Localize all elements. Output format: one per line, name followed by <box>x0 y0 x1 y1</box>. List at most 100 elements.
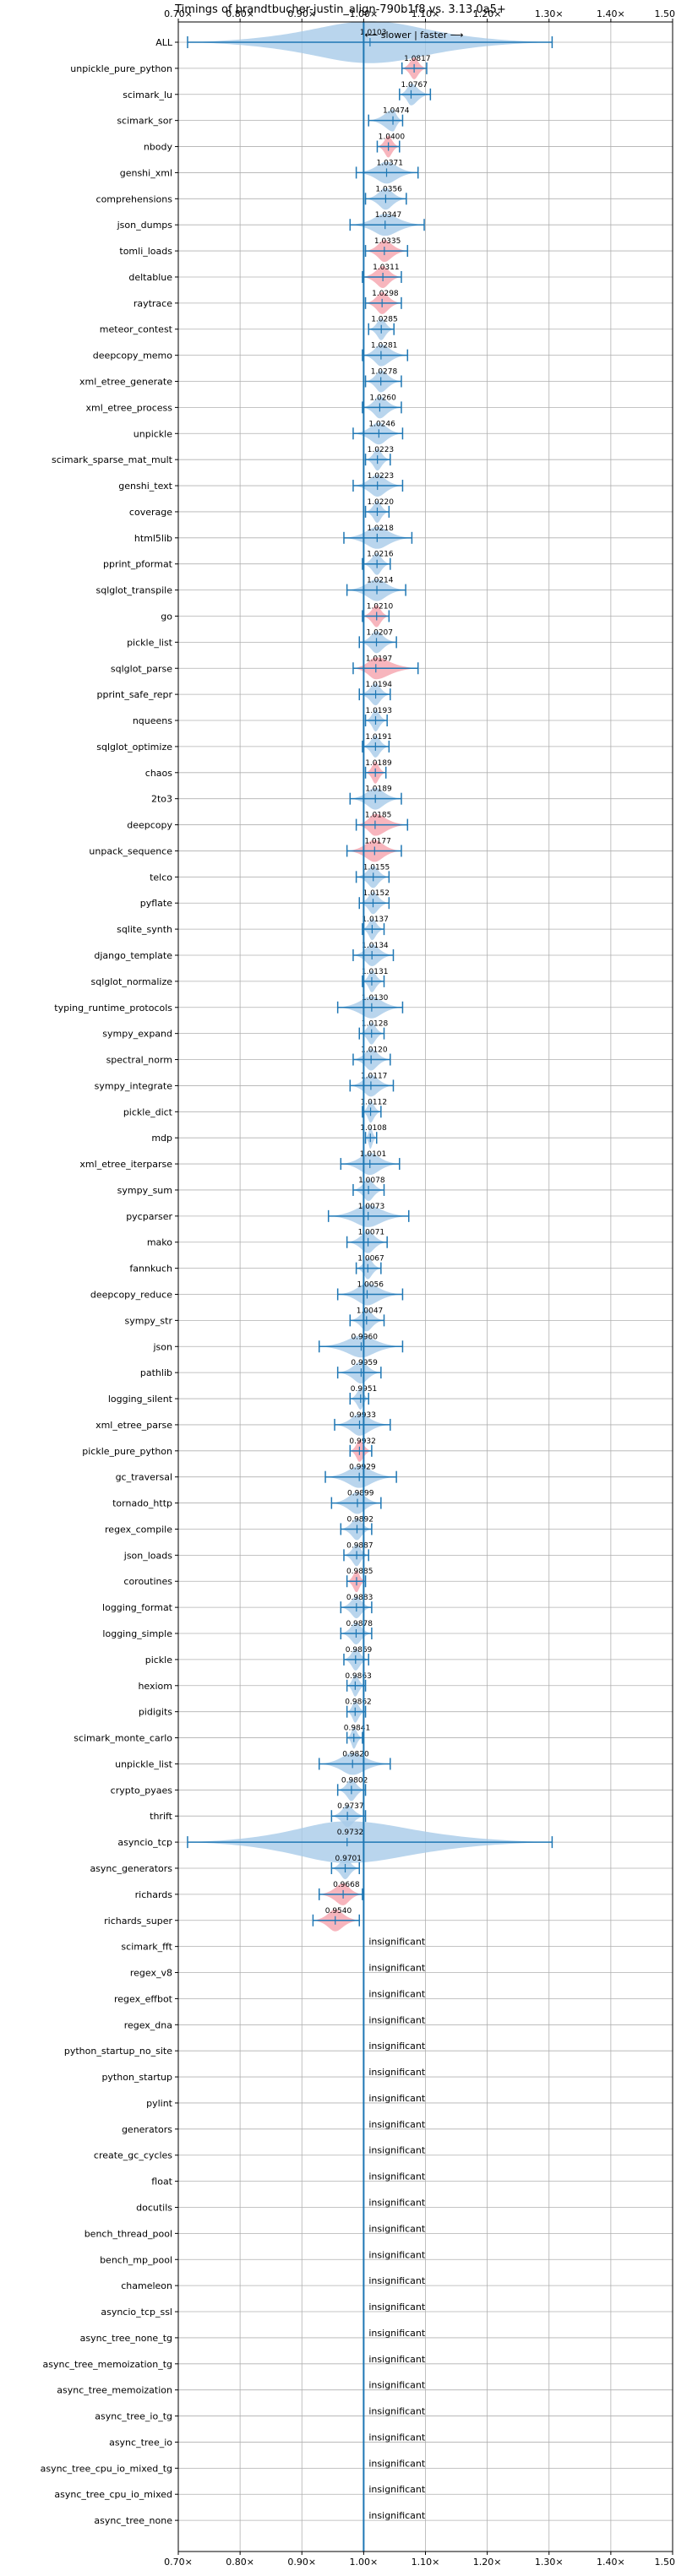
benchmark-label: sqlglot_normalize <box>91 976 173 987</box>
x-tick-label-bottom: 1.20× <box>473 2557 502 2568</box>
value-label: 1.0214 <box>367 577 394 585</box>
value-label: 1.0103 <box>360 29 387 37</box>
benchmark-label: sqlglot_parse <box>111 663 172 674</box>
benchmark-label: nbody <box>144 142 173 153</box>
benchmark-label: async_tree_none <box>94 2515 172 2526</box>
insignificant-label: insignificant <box>368 2380 426 2391</box>
value-label: 0.9932 <box>349 1437 376 1446</box>
benchmark-label: json_loads <box>123 1550 172 1561</box>
benchmark-label: pickle_dict <box>123 1106 173 1117</box>
insignificant-label: insignificant <box>368 2145 426 2156</box>
value-label: 1.0335 <box>374 237 401 246</box>
value-label: 1.0155 <box>363 863 390 872</box>
value-label: 1.0194 <box>366 681 393 689</box>
value-label: 1.0260 <box>369 394 396 402</box>
x-tick-label-bottom: 0.80× <box>226 2557 254 2568</box>
x-tick-label-bottom: 1.50×+ <box>655 2557 676 2568</box>
value-label: 1.0278 <box>371 368 398 377</box>
benchmark-label: spectral_norm <box>106 1055 172 1066</box>
insignificant-label: insignificant <box>368 1937 426 1948</box>
value-label: 1.0131 <box>362 968 389 976</box>
value-label: 1.0207 <box>367 628 394 637</box>
insignificant-label: insignificant <box>368 2197 426 2208</box>
benchmark-label: sqlite_synth <box>117 924 172 935</box>
benchmark-label: scimark_monte_carlo <box>74 1733 172 1744</box>
benchmark-label: pathlib <box>140 1367 172 1378</box>
value-label: 1.0817 <box>404 55 431 63</box>
value-label: 1.0067 <box>357 1255 384 1264</box>
benchmark-label: bench_thread_pool <box>84 2228 172 2239</box>
insignificant-label: insignificant <box>368 1963 426 1974</box>
x-tick-label-bottom: 1.30× <box>535 2557 564 2568</box>
benchmark-label: mako <box>147 1237 172 1248</box>
chart-title: Timings of brandtbucher-justin_align-790… <box>174 3 506 16</box>
insignificant-label: insignificant <box>368 2302 426 2312</box>
value-label: 1.0152 <box>363 889 390 898</box>
benchmark-label: async_tree_cpu_io_mixed <box>54 2489 172 2500</box>
x-tick-label-top: 1.40× <box>597 8 625 19</box>
insignificant-label: insignificant <box>368 2432 426 2443</box>
benchmark-label: python_startup <box>101 2072 172 2083</box>
value-label: 0.9668 <box>333 1881 360 1889</box>
value-label: 1.0078 <box>358 1177 385 1185</box>
benchmark-label: chameleon <box>121 2280 172 2291</box>
value-label: 1.0101 <box>360 1150 387 1159</box>
value-label: 1.0185 <box>365 812 392 820</box>
value-label: 1.0108 <box>360 1124 387 1133</box>
benchmark-label: deepcopy_reduce <box>90 1290 172 1301</box>
value-label: 0.9862 <box>345 1698 372 1707</box>
value-label: 1.0356 <box>375 185 402 193</box>
value-label: 0.9892 <box>346 1515 373 1524</box>
value-label: 0.9885 <box>346 1568 373 1576</box>
benchmark-label: fannkuch <box>129 1264 172 1274</box>
insignificant-label: insignificant <box>368 2041 426 2052</box>
value-label: 0.9820 <box>342 1750 369 1758</box>
value-label: 0.9863 <box>345 1672 372 1681</box>
insignificant-label: insignificant <box>368 2406 426 2417</box>
benchmark-label: telco <box>150 872 172 883</box>
benchmark-label: mdp <box>151 1133 172 1144</box>
benchmark-label: unpickle_list <box>115 1758 173 1769</box>
benchmark-label: async_generators <box>90 1863 172 1874</box>
value-label: 1.0218 <box>367 524 394 533</box>
x-tick-label-bottom: 1.40× <box>597 2557 625 2568</box>
x-tick-label-top: 1.10× <box>412 8 440 19</box>
value-label: 1.0216 <box>367 551 394 559</box>
value-label: 1.0189 <box>365 759 392 768</box>
insignificant-label: insignificant <box>368 2119 426 2130</box>
benchmark-label: go <box>161 611 172 622</box>
benchmark-label: pidigits <box>139 1707 172 1718</box>
benchmark-label: deepcopy_memo <box>93 351 172 361</box>
value-label: 1.0311 <box>373 264 400 272</box>
benchmark-label: async_tree_none_tg <box>80 2333 172 2344</box>
benchmark-label: scimark_sor <box>117 116 172 127</box>
violins: 1.0103 1.0817 1.0767 1.0474 1.0400 1.0371 1.03… <box>187 21 553 2552</box>
x-tick-label-bottom: 0.70× <box>164 2557 193 2568</box>
benchmark-label: asyncio_tcp <box>117 1837 172 1848</box>
y-axis: ALL unpickle_pure_python scimark_luscimark… <box>41 37 426 2526</box>
benchmark-label: json <box>153 1341 173 1352</box>
benchmark-label: generators <box>122 2124 172 2135</box>
x-tick-label-top: 0.80× <box>226 8 254 19</box>
insignificant-label: insignificant <box>368 2328 426 2339</box>
insignificant-label: insignificant <box>368 2458 426 2469</box>
benchmark-label: pprint_safe_repr <box>97 689 173 700</box>
x-tick-label-top: 1.20× <box>473 8 502 19</box>
benchmark-label: scimark_sparse_mat_mult <box>52 454 173 465</box>
benchmark-label: create_gc_cycles <box>94 2150 172 2161</box>
value-label: 1.0197 <box>366 655 393 663</box>
benchmark-label: regex_v8 <box>130 1968 172 1979</box>
benchmark-label: sympy_sum <box>117 1185 172 1196</box>
value-label: 1.0191 <box>365 733 392 742</box>
value-label: 1.0134 <box>362 942 389 950</box>
insignificant-label: insignificant <box>368 2484 426 2495</box>
value-label: 0.9732 <box>337 1829 364 1837</box>
benchmark-label: logging_silent <box>108 1394 173 1405</box>
value-label: 1.0371 <box>377 159 404 167</box>
benchmark-label: sympy_integrate <box>95 1080 173 1091</box>
benchmark-label: django_template <box>94 950 172 961</box>
benchmark-label: logging_format <box>102 1602 173 1613</box>
benchmark-label: regex_compile <box>105 1524 172 1535</box>
benchmark-label: json_dumps <box>117 220 173 231</box>
benchmark-label: unpickle_pure_python <box>70 63 172 74</box>
